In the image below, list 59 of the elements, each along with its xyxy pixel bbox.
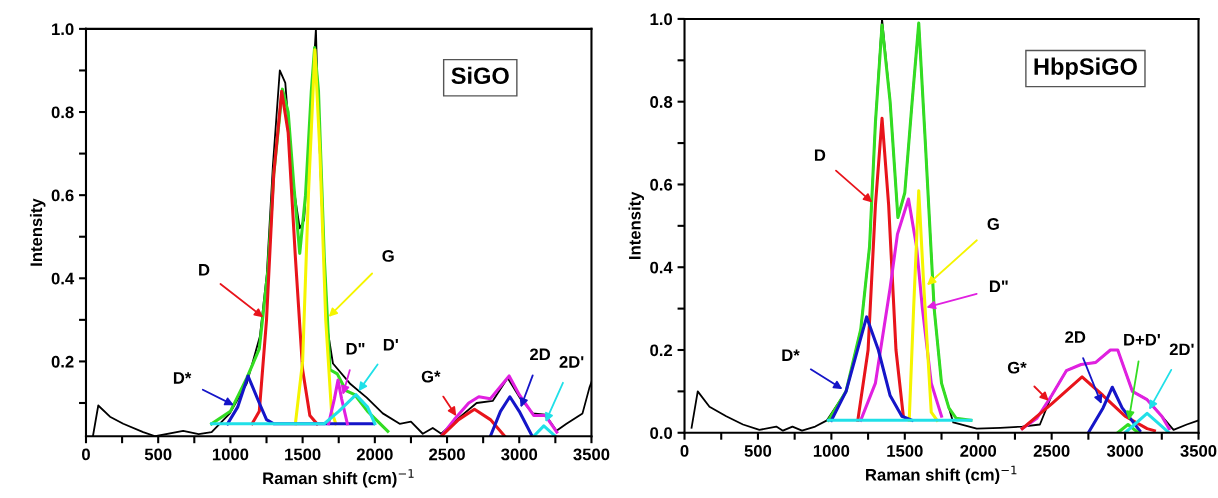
x-tick-label: 500 — [144, 448, 172, 461]
series-label: D" — [346, 343, 365, 355]
y-tick-label: 0.0 — [650, 427, 673, 439]
line-series — [210, 393, 377, 426]
x-tick-label: 1000 — [212, 448, 249, 461]
x-tick-label: 1500 — [285, 448, 321, 461]
x-tick-label: 0 — [680, 445, 689, 457]
line-series — [1086, 385, 1142, 433]
x-tick-label: 3000 — [501, 448, 538, 461]
text: 2D' — [559, 356, 584, 368]
x-tick-label: 3500 — [1180, 445, 1217, 457]
y-tick-label: 0.4 — [51, 272, 75, 285]
x-tick-label: 2500 — [1033, 445, 1070, 457]
text: 2D — [530, 348, 551, 361]
x-tick-label: 2000 — [960, 445, 997, 457]
text: G* — [1007, 361, 1027, 374]
text: SiGO — [451, 66, 509, 85]
y-tick-label: 0.4 — [650, 261, 673, 274]
x-tick-label: 3500 — [573, 448, 610, 461]
y-tick-label: 0.2 — [650, 344, 673, 357]
text: D — [199, 264, 210, 276]
text: 2D — [1065, 331, 1086, 343]
text: D+D' — [1124, 334, 1160, 346]
x-tick-label: 2000 — [356, 448, 393, 461]
line-series — [250, 89, 319, 426]
x-tick-label: 3000 — [1106, 445, 1143, 457]
text: G — [987, 218, 999, 230]
text: HbpSiGO — [1034, 57, 1137, 80]
line-series — [293, 48, 338, 426]
text: D* — [782, 349, 800, 361]
line-series — [826, 21, 973, 422]
text: D — [814, 149, 826, 161]
line-series — [907, 189, 939, 422]
text: D' — [383, 338, 398, 351]
line-series — [829, 315, 914, 422]
line-series — [856, 116, 905, 422]
x-tick-label: 2500 — [429, 448, 465, 461]
y-tick-label: 0.8 — [51, 106, 74, 119]
text: G* — [421, 370, 441, 383]
text: D* — [173, 372, 192, 384]
y-tick-label: 1.0 — [650, 13, 673, 26]
y-tick-label: 0.8 — [650, 96, 673, 108]
x-axis-title: Raman shift (cm)$^{−1}$ — [866, 465, 1017, 484]
x-tick-label: 500 — [744, 445, 772, 457]
y-tick-label: 0.6 — [650, 178, 673, 191]
y-tick-label: 1.0 — [52, 23, 74, 36]
line-series — [1020, 375, 1156, 433]
text: G — [382, 250, 394, 262]
line-series — [439, 374, 559, 437]
text: D" — [989, 280, 1008, 293]
y-axis-title: Intensity — [628, 191, 644, 259]
text: 2D' — [1169, 343, 1194, 356]
x-axis-title: Raman shift (cm)$^{−1}$ — [263, 469, 414, 488]
x-tick-label: 1500 — [887, 445, 923, 457]
y-tick-label: 0.6 — [51, 189, 74, 202]
x-tick-label: 0 — [82, 448, 90, 461]
x-tick-label: 1000 — [813, 445, 850, 457]
y-axis-title: Intensity — [29, 198, 46, 266]
y-tick-label: 0.2 — [51, 355, 74, 368]
